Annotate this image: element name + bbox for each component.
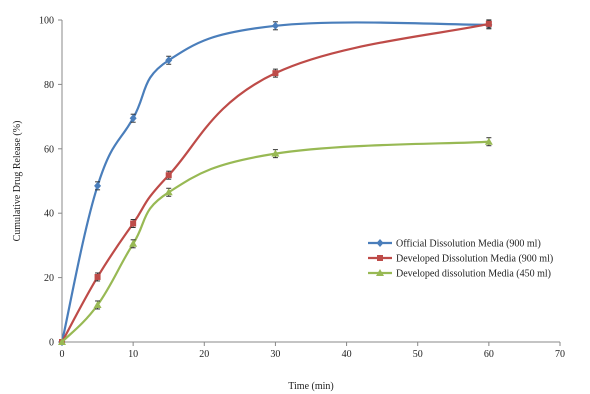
y-tick-label-3: 60	[44, 144, 54, 155]
y-tick-label-5: 100	[39, 16, 54, 27]
x-axis-title: Time (min)	[288, 381, 333, 392]
x-tick-label-3: 30	[270, 349, 280, 360]
point-2-3	[164, 188, 173, 196]
x-tick-label-7: 70	[555, 349, 565, 360]
x-tick-label-0: 0	[60, 349, 65, 360]
x-tick-label-4: 40	[342, 349, 352, 360]
y-tick-label-2: 40	[44, 209, 54, 220]
y-tick-label-4: 80	[44, 80, 54, 91]
axes: 0 20 40 60 80 100 0 10 20 30 40 50 60 70	[39, 16, 565, 361]
point-0-4	[271, 21, 279, 30]
point-1-4	[272, 70, 279, 77]
y-tick-label-0: 0	[49, 338, 54, 349]
legend-marker-0	[376, 239, 384, 247]
point-0-1	[94, 181, 102, 190]
y-axis-title: Cumulative Drug Release (%)	[12, 121, 23, 242]
x-tick-label-1: 10	[128, 349, 138, 360]
point-2-1	[93, 300, 102, 308]
series-1	[59, 19, 492, 345]
point-1-1	[94, 273, 101, 280]
point-2-4	[271, 149, 280, 157]
y-tick-label-1: 20	[44, 273, 54, 284]
legend-marker-2	[376, 269, 384, 276]
point-0-3	[165, 56, 173, 65]
x-tick-label-2: 20	[199, 349, 209, 360]
point-2-0	[58, 338, 66, 345]
legend: Official Dissolution Media (900 ml) Devel…	[368, 239, 553, 280]
series-2	[58, 137, 493, 345]
x-tick-label-6: 60	[484, 349, 494, 360]
point-1-3	[165, 172, 172, 179]
series-layer	[58, 19, 493, 346]
point-2-5	[484, 137, 493, 145]
series-line-0	[60, 21, 489, 343]
legend-label-0: Official Dissolution Media (900 ml)	[396, 239, 541, 250]
legend-label-2: Developed dissolution Media (450 ml)	[396, 269, 551, 280]
point-2-2	[129, 239, 138, 247]
legend-label-1: Developed Dissolution Media (900 ml)	[396, 254, 553, 265]
point-1-2	[130, 220, 137, 227]
point-1-5	[485, 20, 492, 27]
x-tick-label-5: 50	[413, 349, 423, 360]
point-0-2	[129, 114, 137, 123]
legend-marker-1	[377, 255, 383, 261]
